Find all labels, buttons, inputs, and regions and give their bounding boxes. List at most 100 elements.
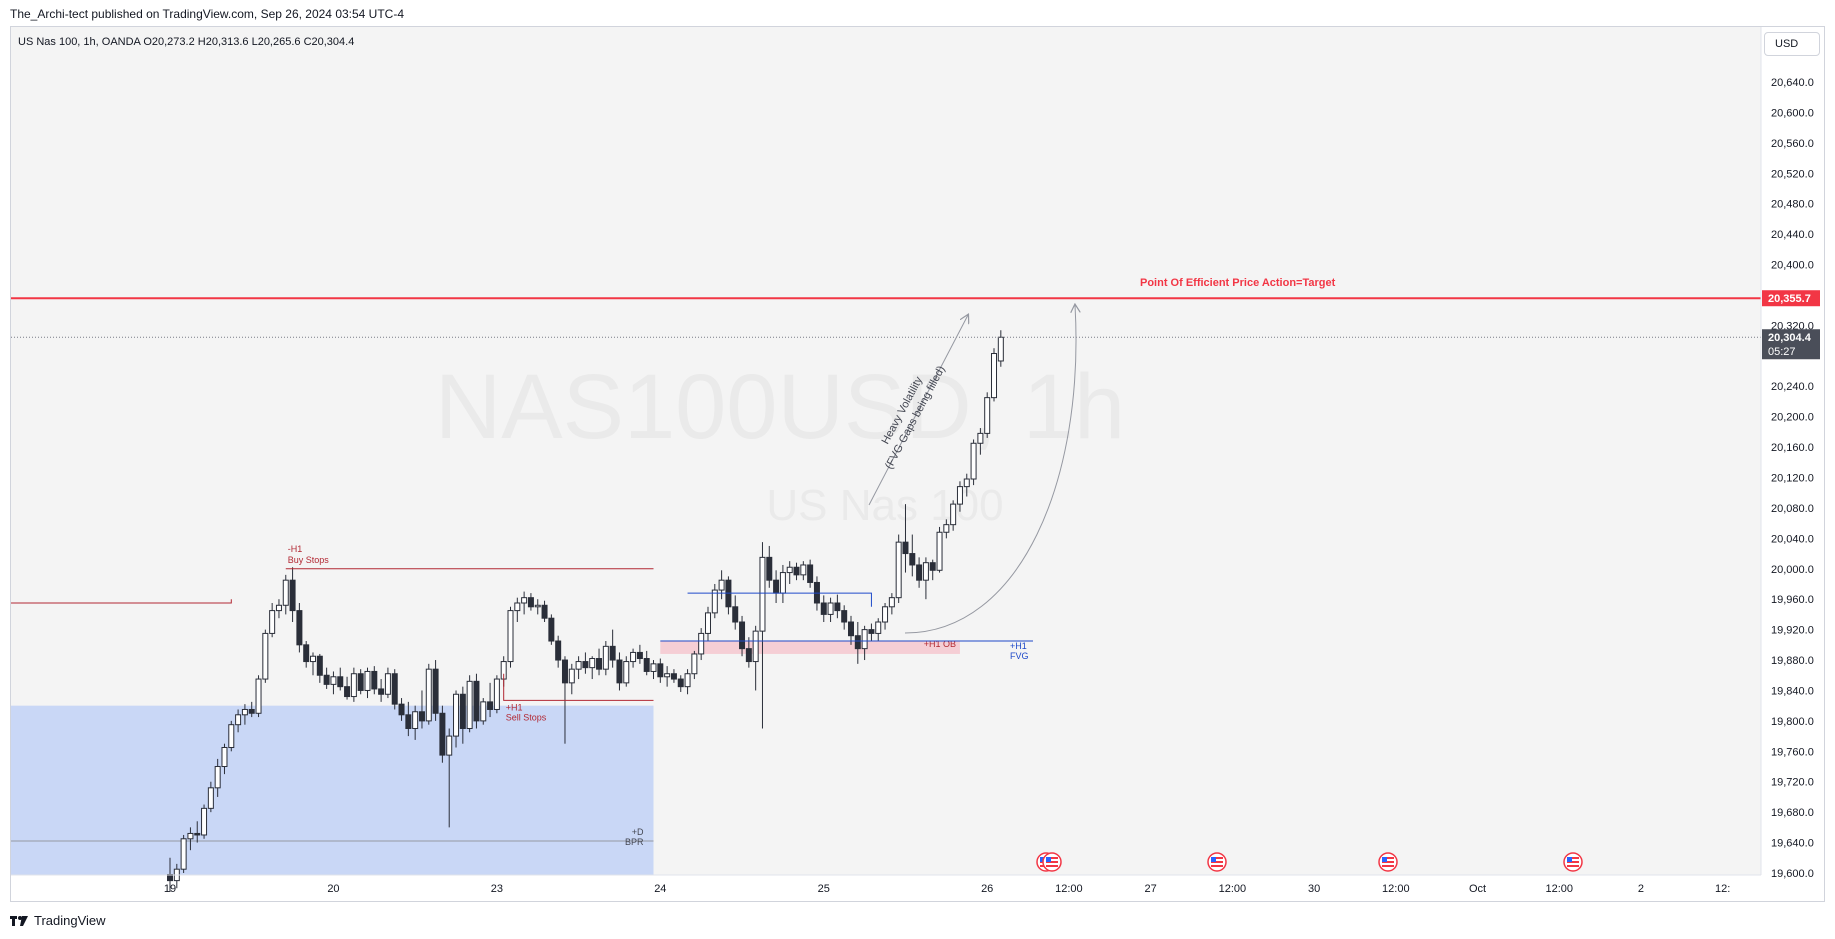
candle-body — [473, 680, 480, 722]
price-tick: 20,400.0 — [1771, 260, 1814, 272]
candle-body — [480, 701, 487, 722]
event-flags — [1036, 852, 1583, 872]
candle-body — [207, 787, 214, 809]
candle — [684, 669, 691, 695]
price-tick: 20,520.0 — [1771, 168, 1814, 180]
candle — [180, 834, 187, 873]
watermark-symbol: NAS100USD, 1h — [435, 356, 1125, 458]
bpr-label: BPR — [625, 837, 644, 847]
candle-body — [575, 661, 582, 670]
price-tick: 20,480.0 — [1771, 199, 1814, 211]
candle — [827, 597, 834, 623]
candle-body — [854, 635, 861, 650]
candle — [323, 667, 330, 689]
candle — [418, 690, 425, 729]
price-tick: 20,040.0 — [1771, 533, 1814, 545]
candle-body — [882, 606, 889, 623]
candle-body — [922, 562, 929, 581]
candle — [643, 650, 650, 676]
candle — [882, 602, 889, 630]
candle — [807, 559, 814, 588]
candle — [241, 704, 248, 725]
candle — [929, 559, 936, 581]
candle-body — [282, 579, 289, 606]
candle-body — [561, 659, 568, 684]
candle — [943, 519, 950, 539]
candle-body — [800, 564, 807, 576]
last-price-label: 20,304.4 — [1768, 332, 1812, 344]
price-tick: 19,800.0 — [1771, 716, 1814, 728]
time-tick: 12:00 — [1545, 883, 1573, 895]
candle — [766, 545, 773, 588]
price-tick: 19,960.0 — [1771, 594, 1814, 606]
candle-body — [820, 602, 827, 615]
candle-body — [752, 630, 759, 663]
candle-body — [337, 676, 344, 688]
candle-body — [568, 668, 575, 684]
candle — [589, 656, 596, 680]
candle-body — [650, 663, 657, 672]
candle-body — [977, 432, 984, 444]
candle-body — [786, 566, 793, 574]
candle-body — [875, 621, 882, 634]
candle — [602, 641, 609, 676]
price-tick: 20,160.0 — [1771, 442, 1814, 454]
candle — [432, 660, 439, 721]
candle-body — [241, 708, 248, 716]
buy-stops-sign: -H1 — [288, 544, 303, 554]
currency-button[interactable]: USD — [1764, 32, 1820, 56]
candle — [493, 675, 500, 714]
candle-body — [398, 703, 405, 716]
flag-canton — [1567, 857, 1572, 862]
candle-body — [439, 712, 446, 756]
candle-body — [310, 655, 317, 663]
bpr-zone — [11, 705, 654, 875]
candle-body — [425, 668, 432, 722]
candle — [296, 602, 303, 653]
candle-body — [834, 602, 841, 612]
flag-canton — [1211, 857, 1216, 862]
candle — [221, 743, 228, 775]
candle — [745, 637, 752, 668]
candle — [514, 597, 521, 623]
price-axis[interactable]: 20,640.0 20,600.0 20,560.0 20,520.0 20,480.0… — [1762, 77, 1820, 880]
candle-body — [807, 564, 814, 583]
candle — [970, 439, 977, 486]
price-tick: 20,600.0 — [1771, 107, 1814, 119]
candle-body — [507, 610, 514, 663]
candle-body — [636, 651, 643, 660]
candle — [412, 705, 419, 740]
flag-stripes — [1382, 857, 1394, 867]
candle-body — [589, 658, 596, 669]
candle-body — [487, 701, 494, 710]
candle — [248, 701, 255, 718]
candle — [997, 330, 1004, 367]
flag-stripes — [1211, 857, 1223, 867]
candle-body — [269, 610, 276, 634]
price-tick: 20,080.0 — [1771, 503, 1814, 515]
candle-body — [275, 604, 282, 612]
candle-body — [711, 589, 718, 614]
time-tick: 20 — [327, 883, 339, 895]
candle-body — [459, 693, 466, 729]
time-tick: 27 — [1145, 883, 1157, 895]
candle — [636, 644, 643, 664]
candle — [820, 595, 827, 623]
candle-body — [296, 610, 303, 646]
candle-body — [289, 579, 296, 612]
candle-body — [991, 353, 998, 399]
candle — [922, 557, 929, 600]
candle — [650, 660, 657, 680]
last-price-tag — [1762, 329, 1820, 360]
tradingview-logo-icon — [10, 914, 30, 928]
flag-stripe — [1046, 859, 1058, 861]
sell-stops-sign: +H1 — [506, 702, 523, 712]
candle-body — [350, 673, 357, 698]
time-axis[interactable]: 19 20 23 24 25 26 12:00 27 12:00 30 12:00 Oct 12:00 2… — [164, 883, 1730, 895]
candle — [480, 698, 487, 725]
candle-body — [766, 556, 773, 581]
candle-body — [228, 724, 235, 749]
candle — [534, 599, 541, 615]
price-tick: 20,000.0 — [1771, 564, 1814, 576]
